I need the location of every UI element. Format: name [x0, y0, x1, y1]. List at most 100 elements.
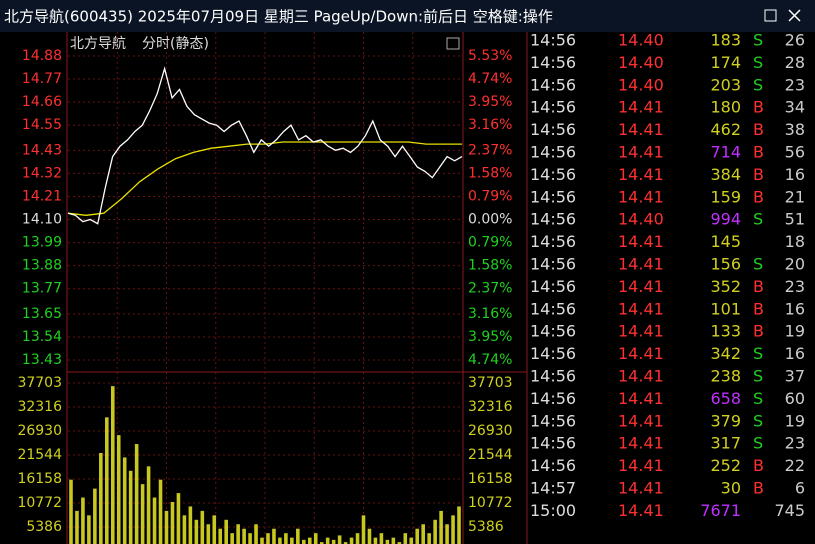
- vol-tick-label-right: 21544: [468, 447, 513, 463]
- tick-time: 14:56: [530, 456, 576, 475]
- volume-bar: [242, 528, 246, 544]
- window-title: 北方导航(600435) 2025年07月09日 星期三 PageUp/Down…: [4, 8, 553, 26]
- tick-count: 38: [785, 120, 805, 139]
- tick-time: 14:56: [530, 143, 576, 162]
- vol-tick-label: 26930: [17, 423, 62, 439]
- tick-price: 14.41: [618, 299, 664, 318]
- tick-time: 14:56: [530, 232, 576, 251]
- tick-price: 14.41: [618, 411, 664, 430]
- tick-side: B: [753, 120, 764, 139]
- tick-count: 23: [785, 277, 805, 296]
- pct-tick-label: 0.79%: [468, 235, 512, 251]
- volume-bar: [373, 537, 378, 544]
- tick-side: S: [753, 344, 763, 363]
- tick-side: S: [753, 75, 763, 94]
- tick-price: 14.41: [618, 456, 664, 475]
- volume-bar: [164, 510, 169, 544]
- volume-bar: [433, 519, 437, 544]
- tick-volume: 994: [710, 210, 741, 229]
- volume-bar: [188, 506, 193, 544]
- tick-volume: 180: [710, 98, 741, 117]
- volume-bar: [134, 444, 139, 544]
- tick-price: 14.41: [618, 501, 664, 520]
- tick-time: 14:56: [530, 411, 576, 430]
- pct-tick-label: 0.79%: [468, 188, 512, 204]
- tick-count: 34: [785, 98, 805, 117]
- tick-count: 23: [785, 434, 805, 453]
- tick-volume: 462: [710, 120, 741, 139]
- volume-bar: [99, 452, 103, 544]
- price-tick-label: 14.88: [22, 48, 62, 64]
- tick-volume: 252: [710, 456, 741, 475]
- price-tick-label: 14.21: [22, 188, 62, 204]
- title-bar: [0, 0, 815, 32]
- tick-price: 14.40: [618, 31, 664, 50]
- volume-bar: [254, 524, 258, 544]
- tick-volume: 658: [710, 389, 741, 408]
- tick-price: 14.41: [618, 255, 664, 274]
- volume-bar: [236, 524, 240, 544]
- vol-tick-label-right: 32316: [468, 399, 513, 415]
- tick-time: 14:56: [530, 98, 576, 117]
- price-tick-label: 14.10: [22, 212, 62, 228]
- tick-price: 14.41: [618, 367, 664, 386]
- tick-side: B: [753, 299, 764, 318]
- volume-bar: [451, 515, 455, 544]
- tick-time: 14:56: [530, 120, 576, 139]
- tick-side: S: [753, 31, 763, 50]
- volume-bar: [200, 510, 205, 544]
- tick-volume: 352: [710, 277, 741, 296]
- tick-time: 14:56: [530, 31, 576, 50]
- volume-bar: [391, 537, 396, 544]
- tick-count: 26: [785, 31, 805, 50]
- volume-bar: [182, 515, 187, 544]
- tick-price: 14.41: [618, 98, 664, 117]
- tick-time: 14:56: [530, 344, 576, 363]
- volume-bar: [218, 528, 223, 544]
- volume-bar: [152, 497, 157, 544]
- vol-tick-label-right: 26930: [468, 423, 513, 439]
- tick-count: 56: [785, 143, 805, 162]
- tick-time: 14:56: [530, 322, 576, 341]
- volume-bar: [349, 537, 354, 544]
- tick-time: 14:56: [530, 187, 576, 206]
- price-tick-label: 14.66: [22, 94, 62, 110]
- volume-bar: [421, 524, 425, 544]
- tick-volume: 342: [710, 344, 741, 363]
- maximize-button[interactable]: [764, 9, 777, 22]
- price-tick-label: 13.43: [22, 352, 62, 368]
- tick-price: 14.41: [618, 187, 664, 206]
- tick-volume: 379: [710, 411, 741, 430]
- tick-price: 14.41: [618, 232, 664, 251]
- pct-tick-label: 2.37%: [468, 142, 512, 158]
- tick-price: 14.41: [618, 479, 664, 498]
- tick-side: S: [753, 411, 763, 430]
- tick-price: 14.41: [618, 277, 664, 296]
- volume-bar: [385, 539, 390, 544]
- volume-bar: [439, 510, 443, 544]
- tick-count: 23: [785, 75, 805, 94]
- tick-count: 22: [785, 456, 805, 475]
- pct-tick-label: 5.53%: [468, 48, 512, 64]
- close-button[interactable]: [788, 9, 801, 22]
- vol-tick-label-right: 37703: [468, 375, 513, 391]
- pct-tick-label: 1.58%: [468, 165, 512, 181]
- price-tick-label: 13.77: [22, 281, 62, 297]
- price-tick-label: 14.55: [22, 117, 62, 133]
- tick-volume: 133: [710, 322, 741, 341]
- tick-count: 16: [785, 165, 805, 184]
- tick-side: B: [753, 322, 764, 341]
- pct-tick-label: 1.58%: [468, 258, 512, 274]
- tick-side: B: [753, 143, 764, 162]
- tick-count: 60: [785, 389, 805, 408]
- toggle-icon[interactable]: [446, 37, 460, 50]
- tick-count: 28: [785, 53, 805, 72]
- tick-volume: 145: [710, 232, 741, 251]
- volume-bar: [409, 537, 414, 544]
- volume-bar: [194, 519, 199, 544]
- tick-volume: 101: [710, 299, 741, 318]
- tick-count: 37: [785, 367, 805, 386]
- tick-time: 14:56: [530, 165, 576, 184]
- tick-time: 14:56: [530, 255, 576, 274]
